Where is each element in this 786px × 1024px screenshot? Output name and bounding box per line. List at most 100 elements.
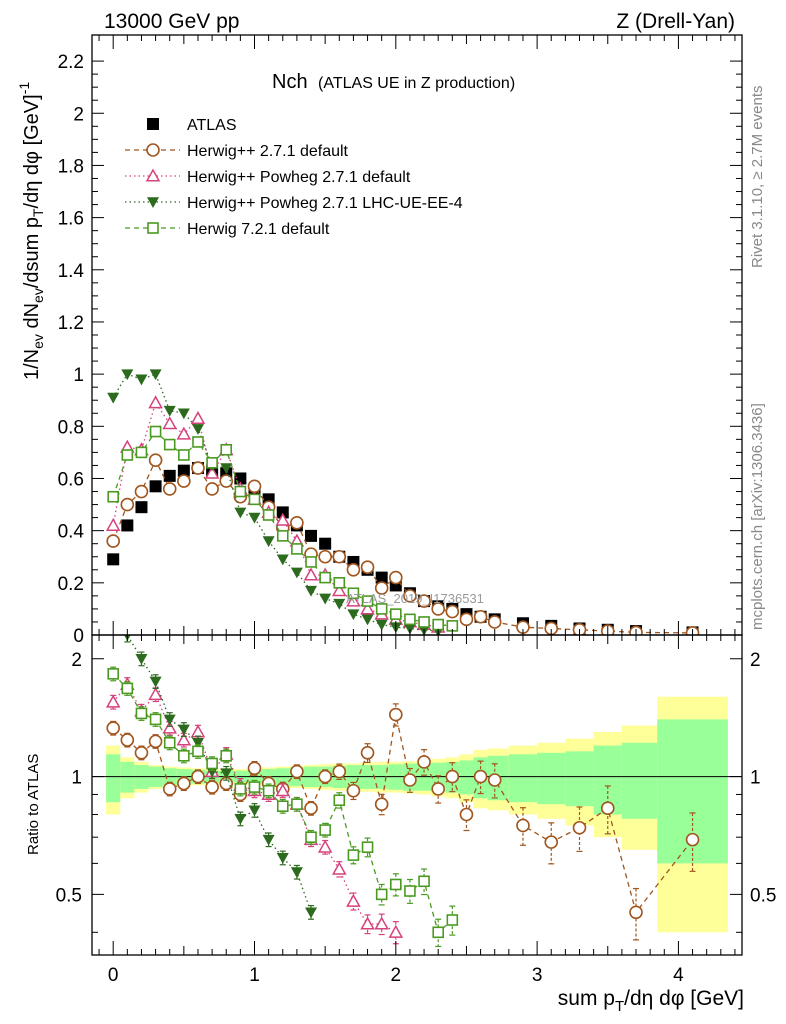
main-ytick-label: 0.8	[58, 417, 84, 438]
ratio-point-s1-4	[162, 720, 177, 734]
main-point-s4-20	[390, 608, 402, 620]
ratio-point-s0-10	[247, 761, 262, 776]
main-point-s4-4	[163, 438, 176, 451]
ratio-point-s3-5	[178, 749, 190, 762]
ratio-point-s3-2	[135, 707, 148, 720]
ratio-point-s3-17	[347, 849, 360, 861]
ratio-point-s0-23	[431, 782, 445, 796]
main-point-s3-16	[333, 598, 346, 610]
main-point-s1-10	[247, 479, 262, 494]
band-inner-1	[120, 761, 135, 793]
main-point-s1-3	[148, 453, 163, 468]
main-point-s4-15	[319, 571, 331, 584]
ratio-point-s1-5	[176, 732, 192, 746]
ratio-point-s0-22	[417, 755, 431, 769]
ratio-point-s3-13	[291, 798, 303, 810]
ratio-point-s0-17	[346, 783, 361, 798]
main-ytick-label: 1.6	[58, 209, 84, 230]
main-point-s4-13	[291, 543, 303, 555]
main-point-s4-23	[432, 618, 444, 631]
ratio-point-s0-30	[572, 820, 587, 835]
main-point-s1-1	[120, 497, 135, 512]
legend-label-2: Herwig++ Powheg 2.7.1 default	[187, 169, 411, 186]
ratio-point-s2-8	[220, 768, 233, 780]
main-ytick-label: 0.4	[58, 522, 85, 543]
main-ytick-label: 1.2	[58, 313, 84, 334]
main-point-s3-8	[220, 463, 233, 475]
ratio-point-s3-24	[446, 914, 459, 926]
main-point-s1-8	[219, 474, 234, 488]
ratio-ytick-label-right: 0.5	[750, 885, 776, 906]
ratio-point-s3-12	[276, 800, 289, 813]
watermark-label: ATLAS_2019_I1736531	[346, 591, 484, 606]
main-point-s3-0	[107, 392, 120, 404]
ratio-point-s2-2	[135, 653, 148, 665]
ratio-point-s0-25	[459, 807, 474, 822]
band-inner-0	[106, 754, 121, 803]
band-inner-25	[459, 760, 474, 795]
main-point-s4-5	[178, 449, 190, 461]
ratio-point-s3-1	[121, 682, 134, 695]
main-point-s0-4	[163, 469, 176, 482]
chart-title-main: Nch	[272, 71, 308, 93]
main-point-s4-8	[220, 443, 233, 456]
main-point-s1-2	[134, 484, 149, 499]
ratio-point-s3-0	[107, 668, 119, 680]
main-point-s4-22	[418, 616, 430, 628]
main-point-s4-6	[192, 436, 204, 448]
main-series-line-1	[112, 458, 693, 634]
ratio-point-s3-8	[220, 749, 233, 762]
ratio-point-s2-14	[305, 907, 318, 919]
legend: ATLAS Herwig++ 2.7.1 default Herwig++ Powh…	[125, 117, 463, 238]
main-point-s1-6	[191, 461, 205, 475]
ratio-point-s2-7	[206, 766, 219, 778]
main-ytick-label: 2.2	[58, 52, 84, 73]
ratio-panel-frame	[91, 634, 743, 956]
main-point-s1-4	[162, 482, 177, 496]
main-ytick-label: 1	[73, 365, 84, 386]
ratio-point-s0-16	[332, 764, 347, 779]
ratio-point-s2-0	[107, 579, 119, 590]
xtick-label: 3	[532, 965, 543, 986]
main-point-s2-7	[204, 465, 220, 479]
main-point-s1-26	[473, 609, 488, 624]
ratio-point-s0-15	[318, 769, 332, 784]
ratio-point-s0-3	[148, 734, 163, 749]
ratio-point-s0-13	[290, 764, 304, 779]
main-point-s4-9	[234, 485, 247, 498]
main-point-s3-10	[248, 512, 261, 524]
chart-title-sub: (ATLAS UE in Z production)	[318, 75, 515, 92]
ratio-point-s0-6	[191, 769, 205, 784]
main-point-s3-17	[347, 609, 360, 621]
main-point-s1-0	[106, 534, 120, 548]
ratio-point-s3-7	[206, 757, 218, 770]
ratio-point-s3-3	[149, 713, 162, 726]
ratio-point-s3-16	[333, 794, 346, 807]
legend-marker-2	[145, 168, 161, 182]
main-point-s3-6	[191, 424, 204, 435]
ratio-point-s0-0	[106, 721, 120, 735]
band-inner-30	[565, 751, 594, 807]
ratio-point-s1-20	[388, 924, 404, 938]
ratio-point-s2-10	[248, 805, 261, 817]
legend-label-4: Herwig 7.2.1 default	[187, 221, 330, 238]
main-point-s2-12	[275, 512, 291, 526]
ratio-series-line-1	[112, 683, 397, 933]
main-point-s3-9	[234, 507, 247, 519]
main-point-s2-5	[176, 426, 192, 440]
main-point-s0-15	[319, 537, 332, 550]
main-point-s2-0	[105, 517, 121, 531]
ratio-point-s2-9	[234, 813, 247, 825]
mcplots-label: mcplots.cern.ch [arXiv:1306.3436]	[749, 403, 766, 630]
ratio-point-s3-21	[404, 885, 416, 897]
main-point-s3-3	[149, 369, 162, 381]
ratio-series-line-0	[112, 714, 694, 914]
main-ytick-label: 0	[73, 626, 84, 647]
ratio-point-s0-18	[360, 746, 375, 760]
main-series-line-3	[112, 373, 439, 632]
ratio-ytick-label: 1	[71, 768, 82, 789]
main-point-s1-13	[290, 516, 304, 530]
header-process-label: Z (Drell-Yan)	[616, 10, 735, 33]
ratio-point-s0-29	[544, 835, 559, 849]
main-point-s3-11	[262, 536, 275, 548]
